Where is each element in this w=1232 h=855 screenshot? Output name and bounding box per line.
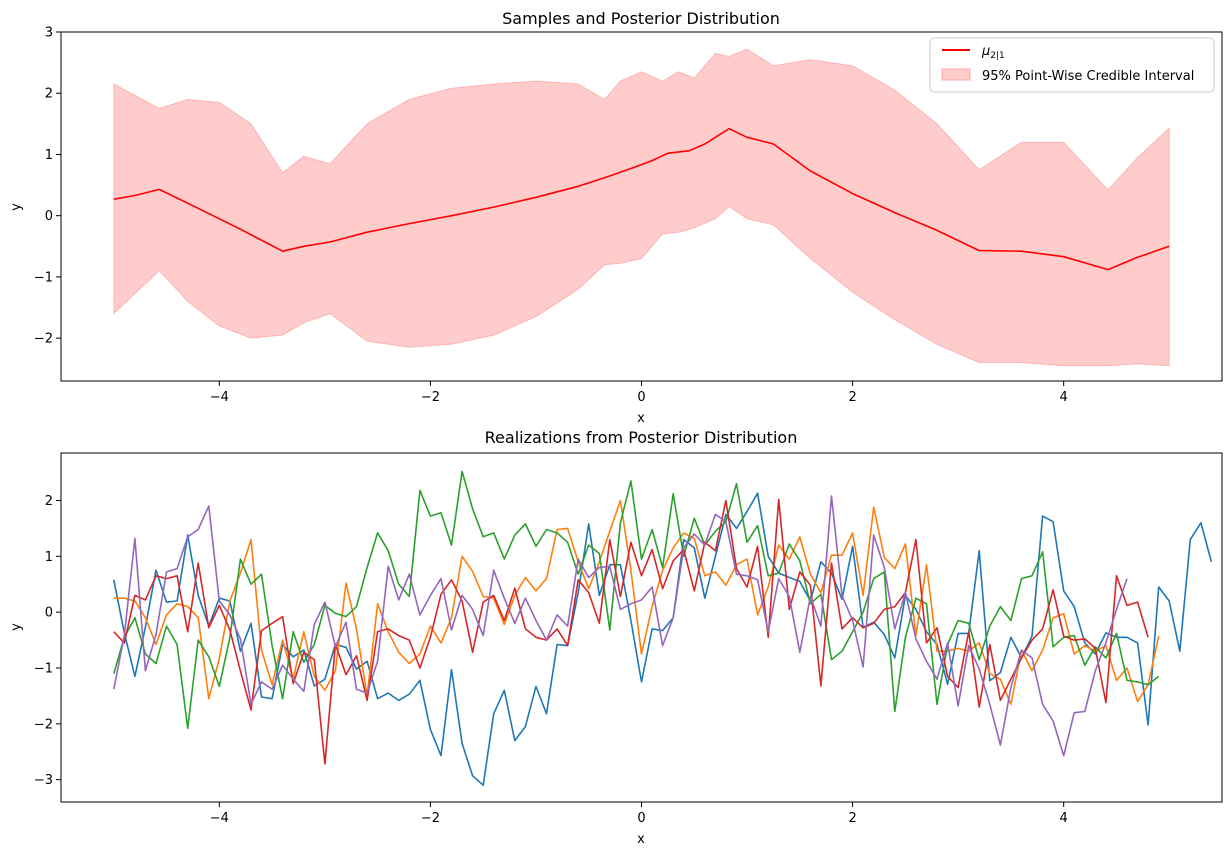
legend-mean-subscript: 2|1 <box>990 51 1004 61</box>
plot-area <box>113 470 1213 787</box>
y-tick-label: 2 <box>45 494 53 509</box>
x-tick-label: 4 <box>1060 390 1068 405</box>
credible-interval-band <box>113 48 1170 367</box>
series-line-5 <box>113 495 1128 757</box>
y-tick-label: −1 <box>34 661 53 676</box>
series-line-1 <box>113 127 1170 271</box>
x-tick-label: 2 <box>848 390 856 405</box>
y-tick-label: −3 <box>34 773 53 788</box>
y-tick-label: 3 <box>45 26 53 41</box>
chart-title: Realizations from Posterior Distribution <box>485 428 798 447</box>
plot-area <box>113 48 1170 367</box>
x-tick-label: −4 <box>210 811 229 826</box>
series-line-4 <box>113 498 1149 765</box>
x-tick-label: 4 <box>1060 811 1068 826</box>
legend-box <box>929 37 1215 93</box>
x-axis-label: x <box>637 832 645 847</box>
realizations-chart: Realizations from Posterior Distribution… <box>9 428 1223 847</box>
x-tick-label: 0 <box>637 811 645 826</box>
x-tick-label: −2 <box>421 390 440 405</box>
y-tick-label: −2 <box>34 717 53 732</box>
y-tick-label: 1 <box>45 550 53 565</box>
y-tick-label: 2 <box>45 87 53 102</box>
legend-fill-swatch <box>941 68 971 81</box>
x-tick-label: 2 <box>848 811 856 826</box>
series-line-1 <box>113 492 1213 787</box>
y-tick-label: 0 <box>45 209 53 224</box>
chart-title: Samples and Posterior Distribution <box>502 9 780 28</box>
y-axis-label: y <box>9 623 24 631</box>
y-tick-label: 0 <box>45 606 53 621</box>
legend-label-mean: μ2|1 <box>981 44 1005 61</box>
x-axis-label: x <box>637 411 645 426</box>
posterior-chart: Samples and Posterior Distribution −4 −2 0… <box>9 9 1223 426</box>
y-tick-label: −2 <box>34 332 53 347</box>
x-tick-label: −4 <box>210 390 229 405</box>
x-tick-label: −2 <box>421 811 440 826</box>
legend: μ2|1 95% Point-Wise Credible Interval <box>929 37 1215 93</box>
series-line-2 <box>113 499 1160 706</box>
y-axis-ticks: −3 −2 −1 0 1 2 <box>34 494 61 788</box>
y-axis-ticks: −2 −1 0 1 2 3 <box>34 26 61 347</box>
x-tick-label: 0 <box>637 390 645 405</box>
legend-mean-symbol: μ <box>981 44 990 59</box>
y-axis-label: y <box>9 203 24 211</box>
y-tick-label: 1 <box>45 148 53 163</box>
legend-label-interval: 95% Point-Wise Credible Interval <box>982 69 1194 84</box>
y-tick-label: −1 <box>34 270 53 285</box>
series-line-3 <box>113 470 1160 730</box>
x-axis-ticks: −4 −2 0 2 4 <box>210 381 1068 405</box>
x-axis-ticks: −4 −2 0 2 4 <box>210 802 1068 826</box>
